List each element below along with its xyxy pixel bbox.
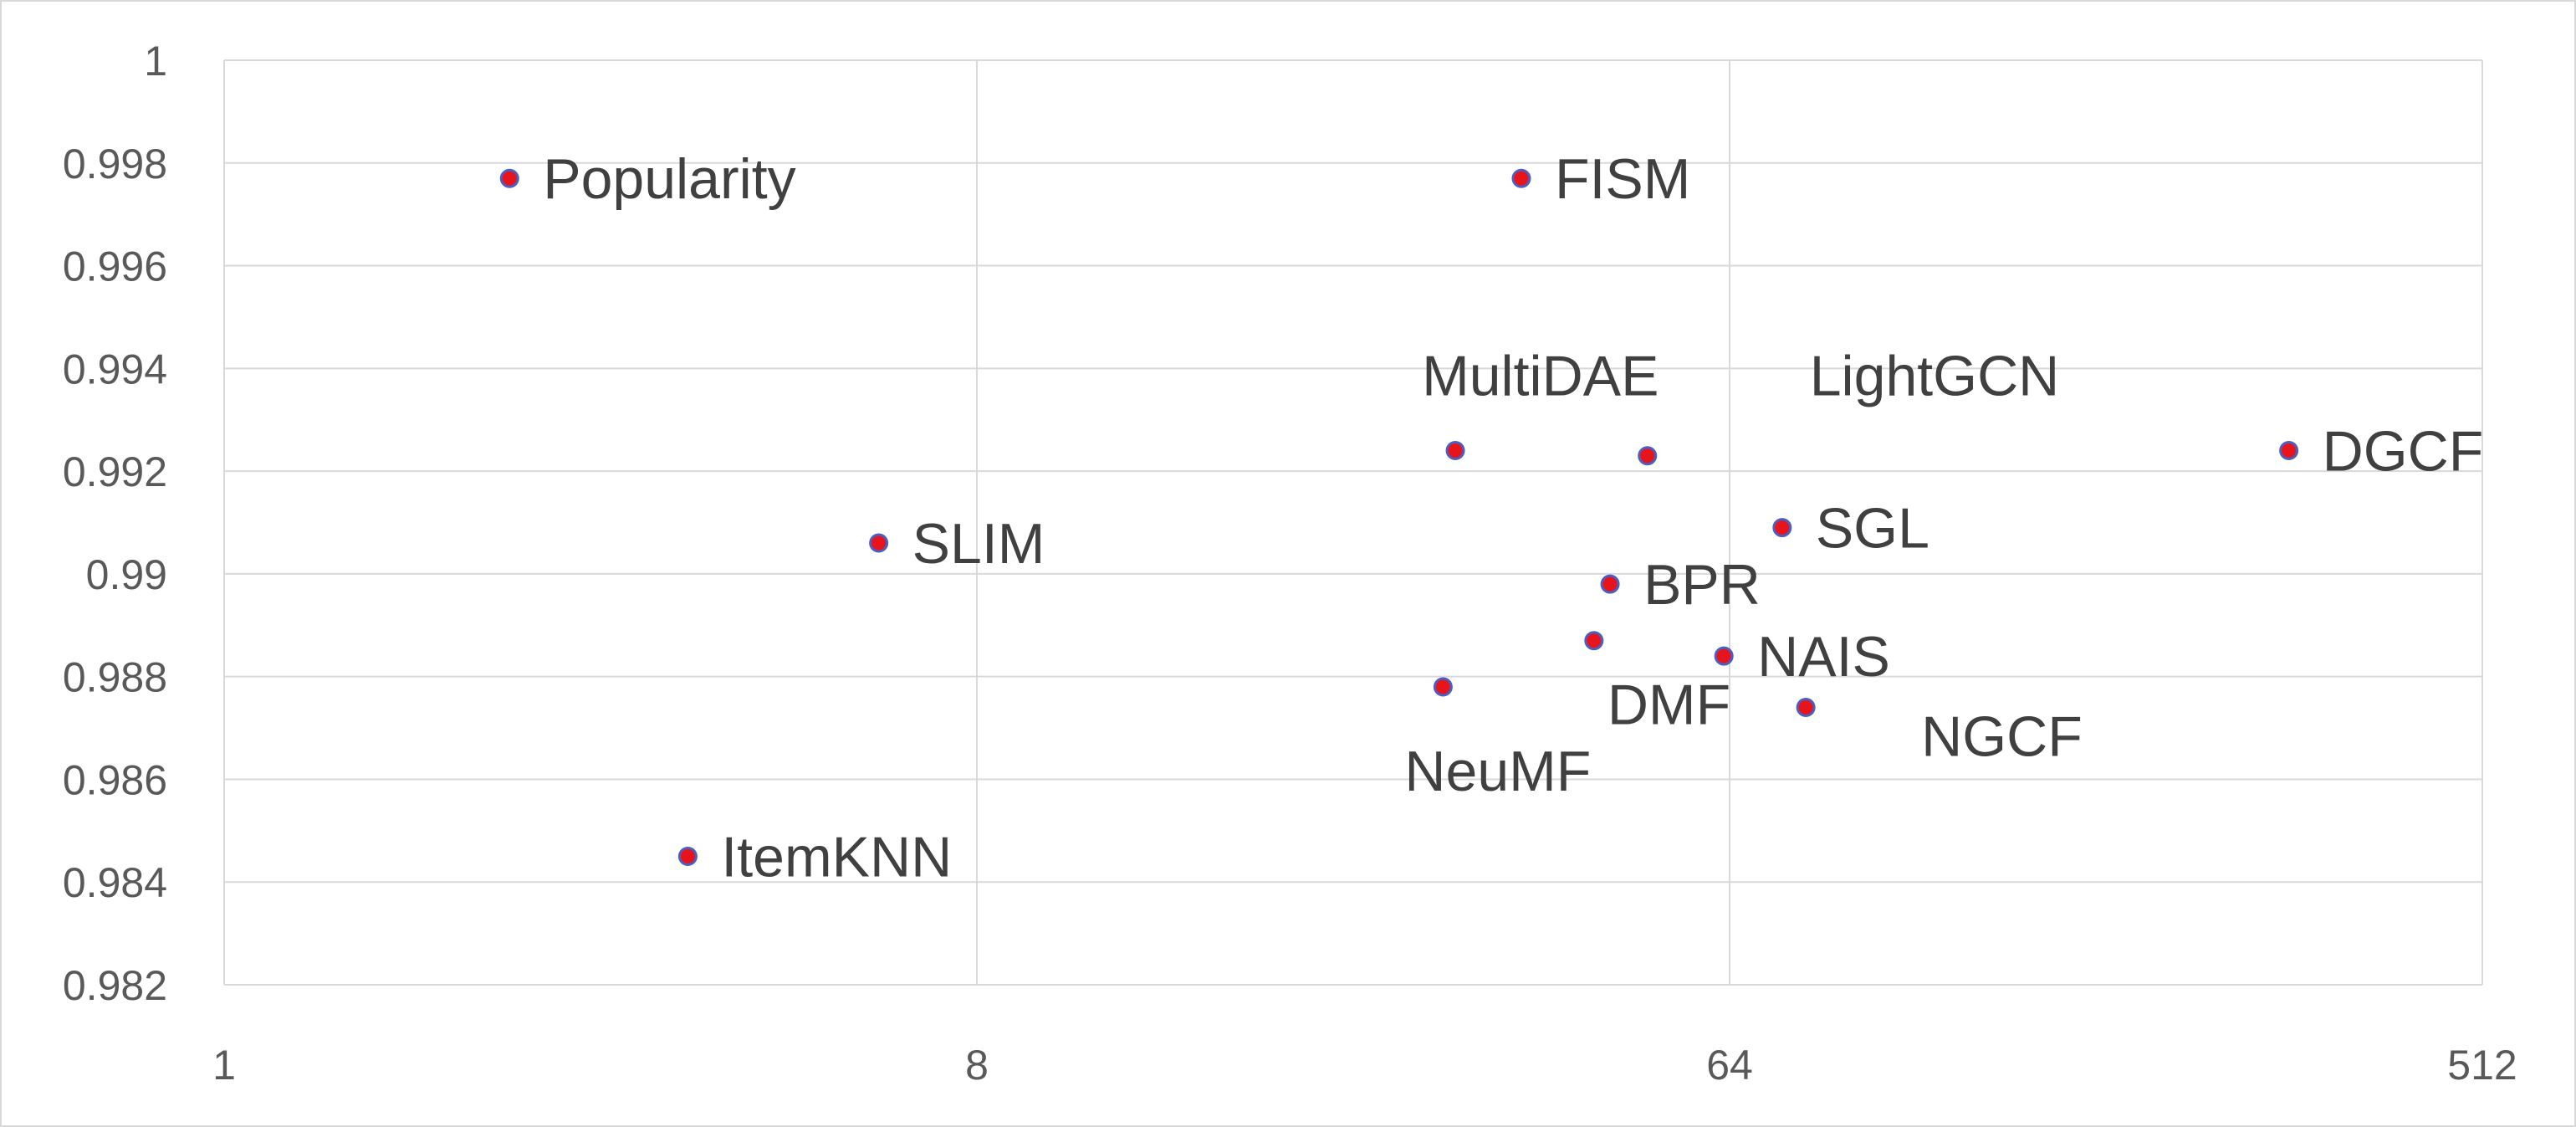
y-tick-label: 0.984 <box>63 859 167 906</box>
point-label: NAIS <box>1757 625 1890 689</box>
data-point <box>1584 631 1604 651</box>
data-point <box>1600 574 1620 594</box>
y-tick-label: 0.998 <box>63 141 167 187</box>
axis-labels-layer: 0.982 0.984 0.986 0.988 0.99 0.992 0.994 0.996 0… <box>63 38 2517 1089</box>
point-label: SGL <box>1816 497 1929 561</box>
data-point <box>1796 698 1816 717</box>
data-point <box>1772 518 1792 538</box>
grid-layer <box>223 59 2483 986</box>
point-label: NGCF <box>1921 705 2083 769</box>
point-label: NeuMF <box>1404 740 1591 803</box>
data-point <box>2279 441 2299 461</box>
data-point <box>1638 446 1658 466</box>
x-tick-label: 64 <box>1706 1042 1753 1089</box>
data-point <box>677 847 698 867</box>
point-label: ItemKNN <box>721 826 952 889</box>
x-tick-label: 1 <box>212 1042 236 1089</box>
y-tick-label: 0.986 <box>63 756 167 803</box>
y-tick-label: 1 <box>144 38 167 85</box>
data-point <box>1433 677 1453 697</box>
y-tick-label: 0.994 <box>63 346 167 392</box>
data-point <box>499 168 519 188</box>
point-label: FISM <box>1555 147 1690 211</box>
points-layer: Popularity FISM MultiDAE LightGCN DGCF SLIM SG… <box>499 147 2484 889</box>
x-tick-label: 512 <box>2447 1042 2517 1089</box>
y-tick-label: 0.996 <box>63 243 167 290</box>
point-label: LightGCN <box>1810 345 2060 408</box>
point-label: DGCF <box>2323 420 2484 484</box>
y-tick-label: 0.982 <box>63 962 167 1009</box>
data-point <box>869 533 889 553</box>
point-label: MultiDAE <box>1422 345 1659 408</box>
y-tick-label: 0.988 <box>63 654 167 701</box>
point-label: Popularity <box>543 147 795 211</box>
x-tick-label: 8 <box>965 1042 989 1089</box>
y-tick-label: 0.99 <box>86 551 167 598</box>
point-label: SLIM <box>912 512 1045 576</box>
data-point <box>1445 441 1465 461</box>
data-point <box>1714 646 1734 666</box>
y-tick-label: 0.992 <box>63 448 167 495</box>
data-point <box>1511 168 1531 188</box>
point-label: BPR <box>1643 553 1761 617</box>
point-label: DMF <box>1607 674 1730 737</box>
